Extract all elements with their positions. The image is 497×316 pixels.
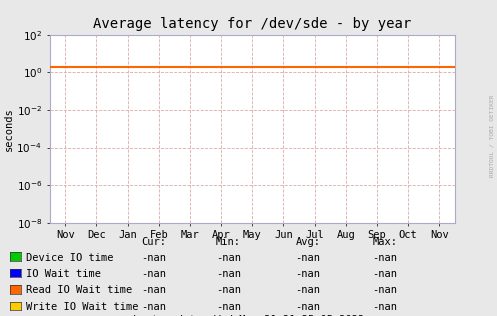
Text: Device IO time: Device IO time [26,252,113,263]
Text: Avg:: Avg: [296,237,321,247]
Text: -nan: -nan [216,252,241,263]
Text: -nan: -nan [296,285,321,295]
Text: Min:: Min: [216,237,241,247]
Text: -nan: -nan [142,302,166,312]
Text: Cur:: Cur: [142,237,166,247]
Text: -nan: -nan [216,269,241,279]
Text: -nan: -nan [142,285,166,295]
Text: -nan: -nan [373,302,398,312]
Text: -nan: -nan [216,302,241,312]
Text: -nan: -nan [373,285,398,295]
Y-axis label: seconds: seconds [3,107,14,151]
Text: -nan: -nan [142,252,166,263]
Text: -nan: -nan [296,252,321,263]
Text: Last update: Wed May 31 21:25:05 2023: Last update: Wed May 31 21:25:05 2023 [133,315,364,316]
Text: -nan: -nan [373,252,398,263]
Text: Write IO Wait time: Write IO Wait time [26,302,138,312]
Text: -nan: -nan [296,269,321,279]
Text: -nan: -nan [296,302,321,312]
Text: -nan: -nan [373,269,398,279]
Text: -nan: -nan [142,269,166,279]
Text: Read IO Wait time: Read IO Wait time [26,285,132,295]
Text: Max:: Max: [373,237,398,247]
Text: -nan: -nan [216,285,241,295]
Title: Average latency for /dev/sde - by year: Average latency for /dev/sde - by year [93,17,412,31]
Text: RRDTOOL / TOBI OETIKER: RRDTOOL / TOBI OETIKER [490,94,495,177]
Text: IO Wait time: IO Wait time [26,269,101,279]
